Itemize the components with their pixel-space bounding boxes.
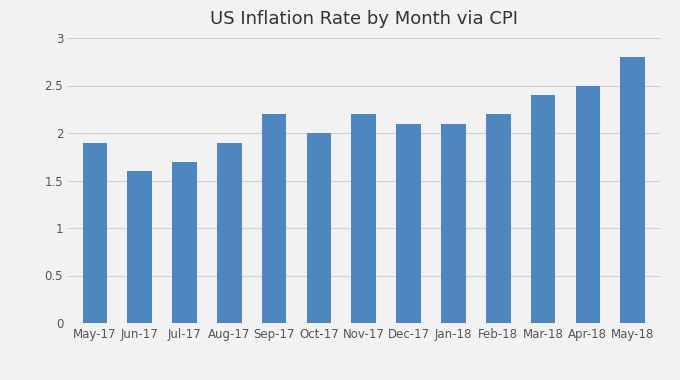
Bar — [396, 124, 421, 323]
Bar — [82, 142, 107, 323]
Title: US Inflation Rate by Month via CPI: US Inflation Rate by Month via CPI — [210, 10, 517, 28]
Bar — [441, 124, 466, 323]
Bar — [620, 57, 645, 323]
Bar — [352, 114, 376, 323]
Bar — [127, 171, 152, 323]
Bar — [217, 142, 241, 323]
Bar — [531, 95, 556, 323]
Bar — [262, 114, 286, 323]
Bar — [307, 133, 331, 323]
Bar — [575, 86, 600, 323]
Bar — [486, 114, 511, 323]
Bar — [172, 162, 197, 323]
